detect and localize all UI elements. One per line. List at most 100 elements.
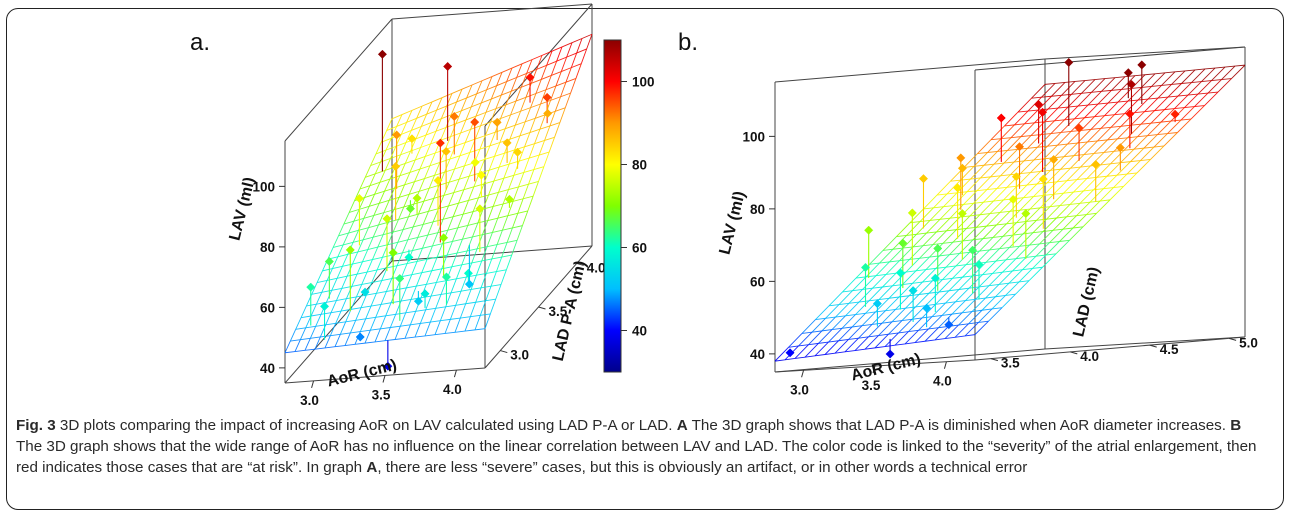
plane-grid-line — [374, 340, 386, 343]
plane-grid-line — [798, 344, 809, 347]
plane-grid-line — [405, 299, 412, 313]
plane-grid-line — [835, 302, 850, 318]
plane-grid-line — [862, 287, 873, 290]
plane-grid-line — [294, 349, 306, 352]
plane-grid-line — [396, 252, 403, 266]
plane-grid-line — [933, 193, 948, 209]
plane-grid-line — [456, 239, 463, 254]
plane-grid-line — [402, 250, 413, 254]
plane-grid-line — [1211, 79, 1222, 82]
plane-grid-line — [1107, 89, 1122, 104]
plane-grid-line — [1057, 131, 1072, 146]
data-point — [412, 193, 422, 203]
plane-grid-line — [459, 303, 467, 319]
plane-grid-line — [481, 258, 492, 262]
plane-grid-line — [1120, 148, 1135, 164]
plane-grid-line — [492, 192, 499, 207]
plane-grid-line — [427, 256, 438, 260]
plane-grid-line — [546, 60, 557, 66]
plane-grid-line — [1134, 98, 1149, 113]
z-tick-label: 100 — [742, 129, 765, 144]
data-point — [388, 248, 398, 258]
plane-grid-line — [983, 200, 994, 203]
plane-grid-line — [1177, 82, 1192, 97]
plane-grid-line — [1029, 207, 1041, 210]
plane-grid-line — [1002, 270, 1013, 273]
plane-grid-line — [1031, 96, 1042, 99]
plane-grid-line — [1107, 125, 1122, 141]
plane-grid-line — [538, 166, 545, 182]
plane-grid-line — [397, 229, 404, 243]
plane-grid-line — [519, 132, 531, 137]
plane-grid-line — [418, 200, 425, 215]
plane-grid-line — [1080, 165, 1091, 168]
plane-grid-line — [284, 351, 296, 354]
data-point — [324, 256, 334, 267]
plane-grid-line — [1005, 293, 1016, 296]
plane-grid-line — [474, 125, 482, 140]
plane-grid-line — [932, 242, 944, 245]
plane-grid-line — [992, 259, 1007, 274]
plane-grid-line — [364, 193, 375, 198]
plane-grid-line — [369, 317, 377, 331]
plane-grid-line — [551, 71, 562, 76]
plane-grid-line — [415, 134, 427, 140]
plane-grid-line — [906, 221, 921, 236]
plane-grid-line — [1144, 97, 1159, 112]
plane-grid-line — [1072, 214, 1087, 229]
plane-grid-line — [908, 317, 923, 332]
plane-grid-line — [531, 78, 542, 84]
plane-grid-line — [1067, 142, 1078, 145]
plane-grid-line — [421, 270, 432, 274]
plane-grid-line — [844, 337, 859, 353]
plane-grid-line — [861, 323, 873, 327]
plane-grid-line — [1147, 85, 1162, 100]
plane-grid-line — [834, 351, 846, 354]
panel-label-a: a. — [190, 29, 210, 56]
plane-grid-line — [1035, 254, 1047, 257]
plane-grid-line — [375, 315, 386, 318]
plane-grid-line — [915, 256, 930, 272]
plane-grid-line — [1039, 230, 1054, 245]
plane-grid-line — [848, 289, 863, 304]
plane-grid-line — [1167, 83, 1182, 98]
plane-grid-line — [352, 261, 363, 265]
caption-ref-a: A — [676, 417, 688, 434]
plane-grid-line — [995, 295, 1006, 298]
plane-grid-line — [1217, 78, 1232, 93]
plane-grid-line — [513, 160, 520, 176]
plane-grid-line — [998, 282, 1010, 285]
plane-grid-line — [466, 84, 473, 99]
plane-grid-line — [1022, 232, 1034, 235]
plane-grid-line — [468, 197, 479, 201]
plane-grid-line — [1015, 280, 1030, 295]
plane-grid-line — [1167, 95, 1179, 98]
data-point — [785, 348, 795, 358]
plane-grid-line — [386, 254, 393, 268]
plane-grid-line — [389, 175, 401, 180]
z-tick-label: 80 — [260, 240, 275, 255]
plane-grid-line — [399, 312, 407, 327]
plane-grid-line — [534, 129, 541, 144]
plane-grid-line — [1018, 268, 1033, 283]
plane-grid-line — [434, 333, 446, 336]
data-point — [413, 296, 423, 306]
data-point — [1038, 174, 1048, 184]
plane-grid-line — [369, 202, 380, 207]
plane-grid-line — [950, 179, 961, 182]
plane-grid-line — [979, 237, 994, 252]
plane-grid-line — [414, 147, 422, 161]
plane-grid-line — [432, 232, 439, 247]
plane-grid-line — [878, 285, 893, 300]
plane-grid-line — [864, 347, 876, 350]
plane-grid-line — [526, 59, 533, 74]
data-point — [1123, 68, 1133, 78]
plane-grid-line — [1032, 218, 1047, 234]
plane-grid-line — [437, 254, 448, 258]
plane-grid-line — [1130, 160, 1141, 163]
plane-grid-line — [909, 245, 924, 260]
plane-grid-line — [1086, 200, 1101, 215]
plane-grid-line — [1073, 190, 1084, 193]
plane-grid-line — [902, 282, 913, 285]
plane-grid-line — [989, 199, 1004, 214]
